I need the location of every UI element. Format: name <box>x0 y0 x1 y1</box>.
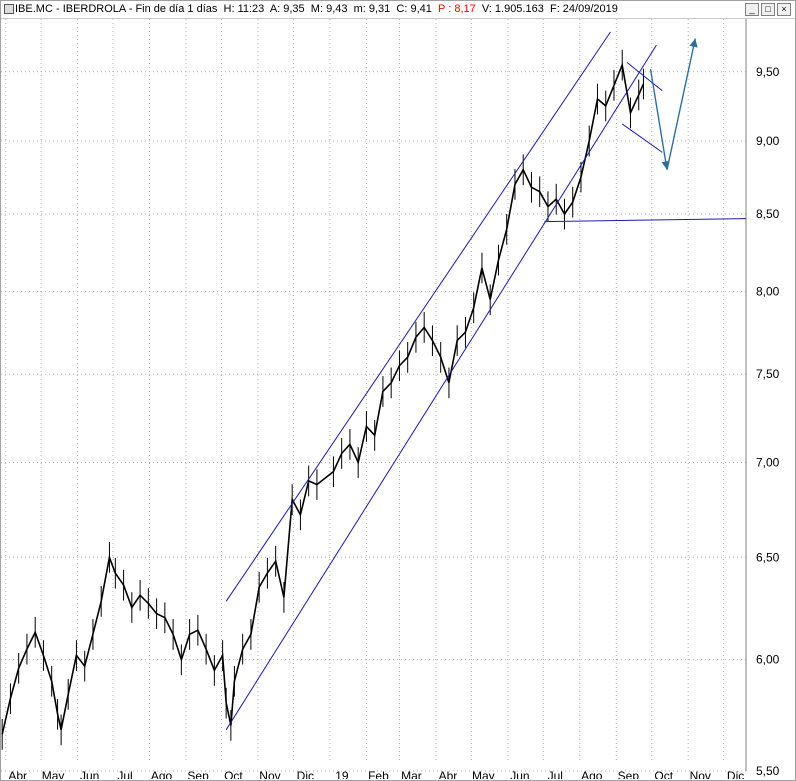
stat-p: P : 8,17 <box>438 3 476 15</box>
stat-close: C: 9,41 <box>396 3 432 15</box>
projection-arrow <box>666 38 698 170</box>
y-tick-label: 9,00 <box>756 134 780 148</box>
restore-button[interactable]: □ <box>761 3 775 16</box>
x-tick-label: Sep <box>618 769 640 779</box>
title-text: IBE.MC - IBERDROLA - Fin de día 1 días H… <box>15 3 618 15</box>
stat-high: M: 9,43 <box>310 3 348 15</box>
x-tick-label: Jul <box>117 769 132 779</box>
stat-hour: H: 11:23 <box>223 3 265 15</box>
x-tick-label: Abr <box>439 769 458 779</box>
stat-volume: V: 1.905.163 <box>481 3 544 15</box>
stat-open: A: 9,35 <box>269 3 305 15</box>
support-line <box>544 218 747 223</box>
x-tick-label: Nov <box>259 769 280 779</box>
title-bar[interactable]: IBE.MC - IBERDROLA - Fin de día 1 días H… <box>1 1 795 19</box>
channel-line <box>225 44 657 731</box>
x-tick-label: Sep <box>187 769 209 779</box>
x-tick-label: Jul <box>548 769 563 779</box>
y-tick-label: 7,00 <box>756 455 780 469</box>
close-button[interactable]: × <box>777 3 791 16</box>
x-tick-label: Dic <box>297 769 314 779</box>
x-tick-label: Mar <box>401 769 422 779</box>
x-tick-label: Feb <box>368 769 389 779</box>
y-tick-label: 7,50 <box>756 367 780 381</box>
y-tick-label: 6,00 <box>756 653 780 667</box>
price-line <box>1 62 645 735</box>
projection-arrow <box>649 68 670 170</box>
x-tick-label: Oct <box>224 769 243 779</box>
x-tick-label: Abr <box>8 769 27 779</box>
x-tick-label: 19 <box>335 769 349 779</box>
flag-line <box>626 61 663 92</box>
x-tick-label: Ago <box>151 769 173 779</box>
x-tick-label: Jun <box>510 769 529 779</box>
x-tick-label: Nov <box>690 769 711 779</box>
ticker: IBE.MC <box>15 3 53 15</box>
price-chart[interactable]: 5,50 6,00 6,50 7,00 7,50 8,00 8,50 9,00 9,50 Abr M… <box>1 19 795 779</box>
company-name: IBERDROLA <box>62 3 126 15</box>
app-icon <box>4 4 14 14</box>
y-tick-label: 5,50 <box>756 764 780 778</box>
y-tick-label: 9,50 <box>756 65 780 79</box>
x-tick-label: May <box>472 769 495 779</box>
x-tick-label: Dic <box>727 769 744 779</box>
timeframe: Fin de día 1 días <box>135 3 218 15</box>
y-tick-label: 8,00 <box>756 285 780 299</box>
stat-date: F: 24/09/2019 <box>549 3 618 15</box>
x-tick-label: Ago <box>581 769 603 779</box>
minimize-button[interactable]: _ <box>745 3 759 16</box>
y-tick-label: 8,50 <box>756 207 780 221</box>
channel-line <box>225 31 611 602</box>
y-tick-label: 6,50 <box>756 550 780 564</box>
flag-line <box>621 123 663 153</box>
stat-low: m: 9,31 <box>353 3 391 15</box>
x-tick-label: Oct <box>654 769 673 779</box>
x-tick-label: May <box>42 769 65 779</box>
x-tick-label: Jun <box>80 769 99 779</box>
